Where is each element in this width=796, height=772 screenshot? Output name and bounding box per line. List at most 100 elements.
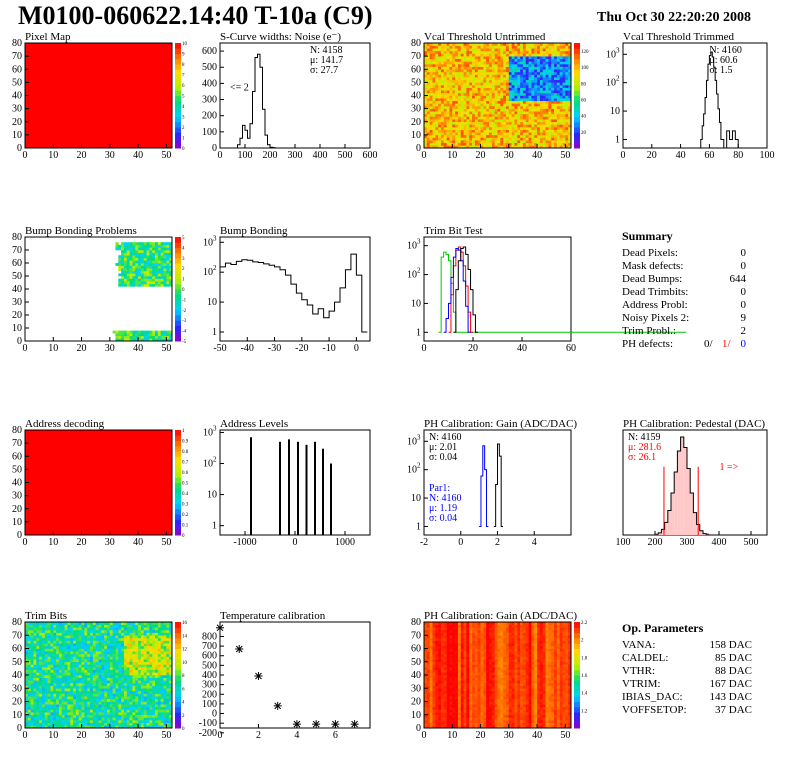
heatmap-cell	[545, 90, 549, 94]
heatmap-cell	[129, 242, 133, 246]
heatmap-cell	[486, 66, 490, 70]
heatmap-cell	[528, 119, 532, 123]
heatmap-cell	[525, 95, 529, 99]
heatmap-cell	[61, 701, 65, 705]
heatmap-cell	[160, 648, 164, 652]
y-tick-label: 10	[203, 267, 213, 278]
color-scale-band	[175, 435, 181, 441]
heatmap-cell	[559, 87, 563, 91]
heatmap-cell	[61, 624, 65, 628]
heatmap-cell	[517, 69, 521, 73]
x-tick-label: 20	[77, 537, 87, 548]
heatmap-cell	[58, 645, 63, 649]
heatmap-cell	[135, 677, 139, 681]
heatmap-cell	[129, 661, 133, 665]
heatmap-cell	[95, 622, 99, 625]
heatmap-cell	[554, 56, 558, 60]
heatmap-cell	[537, 132, 541, 136]
heatmap-cell	[169, 717, 173, 721]
heatmap-cell	[98, 685, 102, 689]
heatmap-cell	[112, 682, 116, 686]
heatmap-cell	[514, 111, 518, 115]
ph-gain-chart: PH Calibration: Gain (ADC/DAC)-2 0 2 411010…	[407, 418, 577, 548]
heatmap-cell	[537, 79, 541, 83]
heatmap-cell	[39, 635, 43, 639]
heatmap-cell	[528, 127, 532, 130]
heatmap-cell	[155, 645, 159, 649]
heatmap-cell	[426, 85, 430, 88]
heatmap-cell	[435, 137, 439, 141]
heatmap-cell	[514, 119, 518, 123]
heatmap-cell	[138, 268, 142, 272]
heatmap-cell	[41, 645, 46, 649]
heatmap-cell	[143, 622, 147, 625]
heatmap-cell	[87, 717, 91, 721]
heatmap-cell	[90, 632, 94, 636]
heatmap-cell	[517, 103, 521, 107]
color-scale-band	[175, 466, 181, 473]
heatmap-cell	[548, 100, 552, 104]
heatmap-cell	[554, 129, 558, 133]
heatmap-cell	[486, 100, 490, 104]
heatmap-cell	[50, 648, 54, 652]
heatmap-cell	[67, 698, 71, 702]
heatmap-cell	[149, 643, 153, 647]
heatmap-cell	[25, 669, 29, 673]
heatmap-cell	[424, 116, 428, 120]
heatmap-cell	[534, 79, 538, 83]
color-scale-band	[175, 445, 181, 452]
heatmap-cell	[47, 661, 51, 665]
stats-line: σ: 1.5	[709, 65, 732, 76]
heatmap-cell	[84, 669, 88, 673]
heatmap-cell	[118, 656, 122, 660]
heatmap-cell	[169, 260, 173, 264]
heatmap-cell	[554, 43, 558, 46]
heatmap-cell	[554, 82, 558, 86]
heatmap-cell	[36, 632, 40, 636]
heatmap-cell	[121, 682, 125, 686]
heatmap-cell	[466, 64, 470, 67]
heatmap-cell	[443, 90, 447, 94]
heatmap-cell	[149, 330, 153, 334]
heatmap-cell	[121, 265, 125, 269]
heatmap-cell	[166, 278, 170, 282]
heatmap-cell	[106, 653, 111, 657]
heatmap-cell	[81, 717, 85, 721]
heatmap-cell	[483, 66, 487, 70]
heatmap-cell	[152, 667, 156, 670]
heatmap-cell	[50, 690, 54, 694]
color-scale-tick: 120	[581, 50, 589, 55]
heatmap-cell	[503, 45, 507, 49]
heatmap-cell	[78, 690, 82, 694]
heatmap-cell	[491, 53, 495, 57]
heatmap-cell	[132, 704, 136, 708]
heatmap-cell	[426, 71, 430, 75]
heatmap-cell	[73, 682, 77, 686]
heatmap-cell	[466, 137, 470, 141]
annotation: <= 2	[230, 82, 249, 93]
heatmap-cell	[503, 48, 507, 52]
heatmap-cell	[568, 77, 572, 81]
heatmap-cell	[455, 90, 459, 94]
heatmap-cell	[47, 693, 51, 697]
heatmap-cell	[132, 717, 136, 721]
heatmap-cell	[457, 58, 462, 62]
heatmap-cell	[87, 704, 91, 708]
heatmap-cell	[155, 720, 159, 723]
heatmap-cell	[121, 725, 125, 729]
heatmap-cell	[30, 704, 34, 708]
heatmap-cell	[525, 64, 529, 67]
heatmap-cell	[503, 113, 507, 117]
heatmap-cell	[517, 129, 521, 133]
heatmap-cell	[503, 111, 507, 115]
heatmap-cell	[463, 74, 467, 78]
page-title: M0100-060622.14:40 T-10a (C9)	[18, 1, 373, 30]
heatmap-cell	[70, 717, 74, 721]
heatmap-cell	[140, 333, 145, 337]
heatmap-cell	[452, 48, 456, 52]
heatmap-cell	[556, 53, 560, 57]
heatmap-cell	[491, 98, 495, 102]
heatmap-cell	[554, 140, 558, 144]
heatmap-cell	[514, 108, 518, 112]
heatmap-cell	[426, 90, 430, 94]
